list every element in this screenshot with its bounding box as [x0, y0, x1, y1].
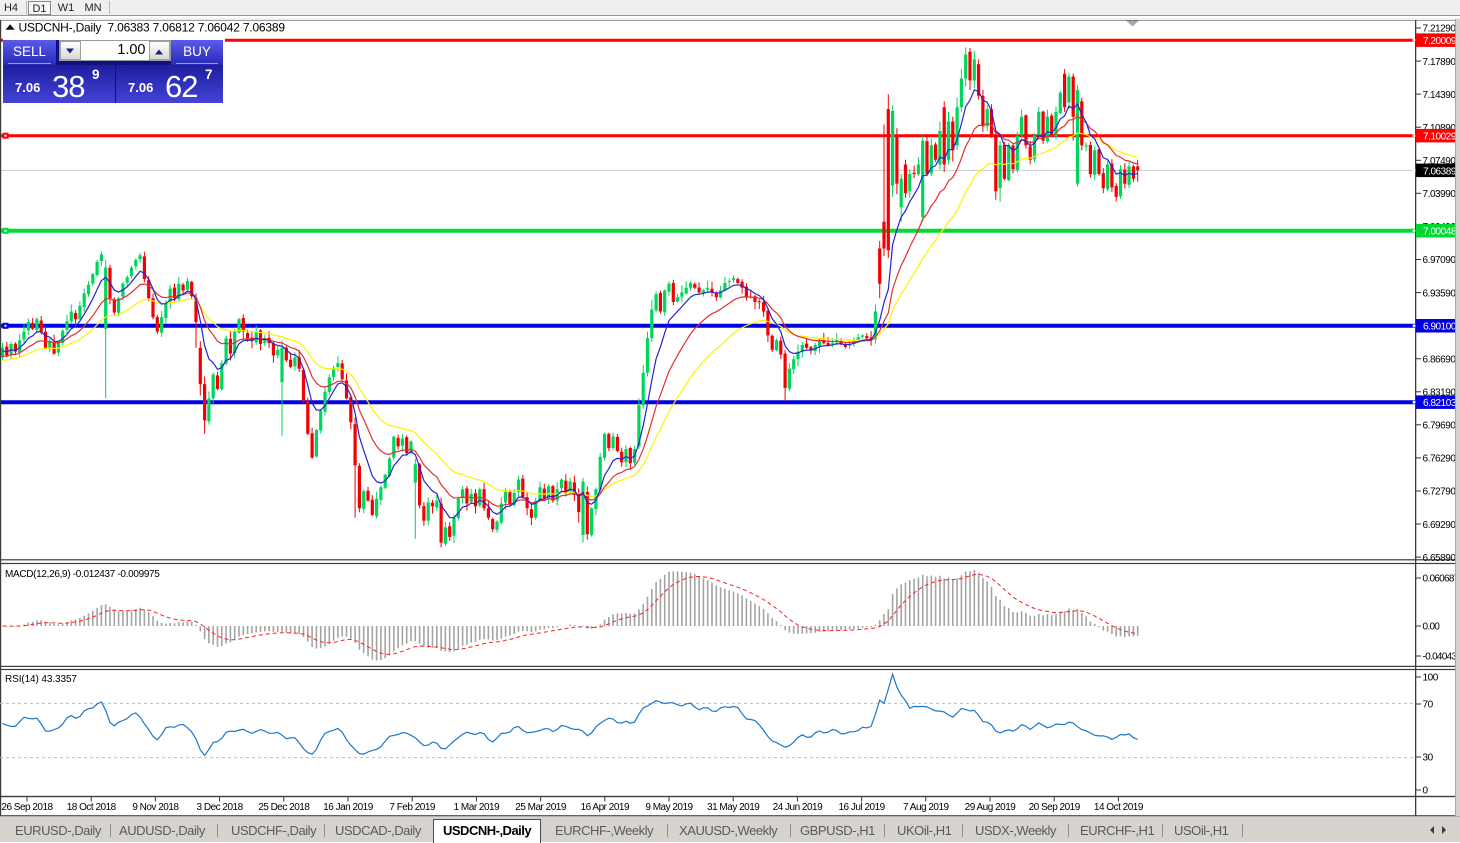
- svg-text:USDCNH-,Daily 7.06383 7.06812: USDCNH-,Daily 7.06383 7.06812 7.06042 7.…: [19, 20, 286, 34]
- svg-text:29 Aug 2019: 29 Aug 2019: [965, 802, 1017, 813]
- svg-text:7.17890: 7.17890: [1423, 57, 1457, 68]
- svg-text:70: 70: [1423, 700, 1434, 711]
- svg-text:9 May 2019: 9 May 2019: [645, 802, 693, 813]
- svg-text:6.97090: 6.97090: [1423, 255, 1457, 266]
- svg-text:7.21290: 7.21290: [1423, 24, 1457, 35]
- svg-text:18 Oct 2018: 18 Oct 2018: [67, 802, 117, 813]
- svg-text:6.69290: 6.69290: [1423, 520, 1457, 531]
- svg-text:6.65890: 6.65890: [1423, 553, 1457, 564]
- svg-text:25 Dec 2018: 25 Dec 2018: [258, 802, 310, 813]
- svg-text:0.00: 0.00: [1423, 622, 1441, 633]
- svg-text:3 Dec 2018: 3 Dec 2018: [197, 802, 244, 813]
- svg-text:7 Feb 2019: 7 Feb 2019: [389, 802, 436, 813]
- svg-text:14 Oct 2019: 14 Oct 2019: [1094, 802, 1144, 813]
- svg-text:20 Sep 2019: 20 Sep 2019: [1029, 802, 1081, 813]
- svg-text:6.86690: 6.86690: [1423, 354, 1457, 365]
- svg-text:9 Nov 2018: 9 Nov 2018: [132, 802, 179, 813]
- svg-text:7 Aug 2019: 7 Aug 2019: [903, 802, 950, 813]
- svg-text:6.76290: 6.76290: [1423, 454, 1457, 465]
- svg-text:100: 100: [1423, 673, 1439, 684]
- svg-text:0: 0: [1423, 786, 1429, 797]
- svg-text:6.90100: 6.90100: [1423, 322, 1457, 333]
- svg-text:16 Jan 2019: 16 Jan 2019: [323, 802, 373, 813]
- svg-text:6.93590: 6.93590: [1423, 288, 1457, 299]
- svg-text:7.14390: 7.14390: [1423, 90, 1457, 101]
- svg-text:26 Sep 2018: 26 Sep 2018: [1, 802, 53, 813]
- svg-text:6.79690: 6.79690: [1423, 421, 1457, 432]
- svg-text:25 Mar 2019: 25 Mar 2019: [515, 802, 567, 813]
- svg-text:7.03990: 7.03990: [1423, 189, 1457, 200]
- svg-text:30: 30: [1423, 753, 1434, 764]
- svg-text:1 Mar 2019: 1 Mar 2019: [454, 802, 501, 813]
- svg-text:RSI(14) 43.3357: RSI(14) 43.3357: [5, 674, 77, 685]
- svg-text:7.06389: 7.06389: [1423, 166, 1457, 177]
- svg-text:7.10029: 7.10029: [1423, 132, 1457, 143]
- svg-text:7.00048: 7.00048: [1423, 227, 1457, 238]
- svg-text:24 Jun 2019: 24 Jun 2019: [773, 802, 823, 813]
- svg-text:MACD(12,26,9) -0.012437 -0.009: MACD(12,26,9) -0.012437 -0.009975: [5, 569, 160, 580]
- svg-text:16 Jul 2019: 16 Jul 2019: [838, 802, 885, 813]
- svg-text:7.20009: 7.20009: [1423, 36, 1457, 47]
- svg-text:6.72790: 6.72790: [1423, 487, 1457, 498]
- svg-text:16 Apr 2019: 16 Apr 2019: [581, 802, 630, 813]
- svg-text:31 May 2019: 31 May 2019: [707, 802, 760, 813]
- svg-text:6.82103: 6.82103: [1423, 398, 1457, 409]
